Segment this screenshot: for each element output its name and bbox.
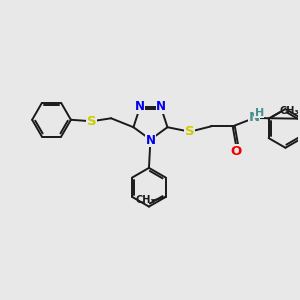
Text: N: N (156, 100, 166, 113)
Text: N: N (135, 100, 145, 113)
Text: S: S (185, 125, 195, 138)
Text: O: O (231, 145, 242, 158)
Text: CH₃: CH₃ (279, 106, 299, 116)
Text: H: H (255, 108, 264, 118)
Text: CH₃: CH₃ (135, 196, 155, 206)
Text: N: N (249, 112, 260, 124)
Text: N: N (146, 134, 155, 147)
Text: S: S (87, 115, 97, 128)
